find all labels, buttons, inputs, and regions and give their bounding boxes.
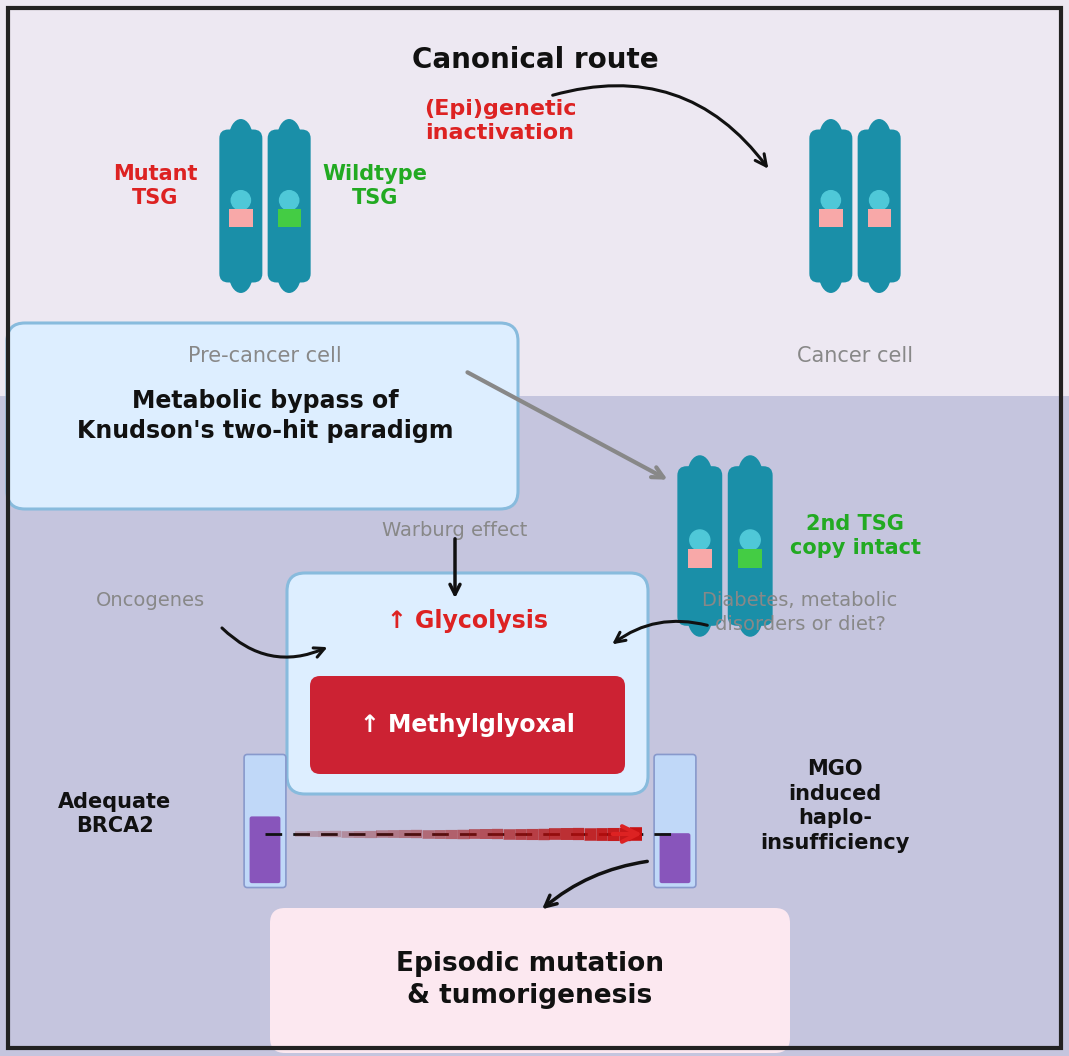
Ellipse shape [738,455,763,495]
Bar [0,0,1069,396]
Text: Oncogenes: Oncogenes [95,591,204,610]
Circle shape [740,530,760,550]
Ellipse shape [867,254,892,293]
Text: ↑ Methylglyoxal: ↑ Methylglyoxal [359,713,574,737]
Text: (Epi)genetic
inactivation: (Epi)genetic inactivation [423,98,576,144]
Ellipse shape [687,597,712,637]
Text: Diabetes, metabolic
disorders or diet?: Diabetes, metabolic disorders or diet? [702,591,898,634]
Text: Canonical route: Canonical route [412,46,659,74]
Ellipse shape [277,119,301,157]
FancyBboxPatch shape [654,754,696,887]
FancyBboxPatch shape [310,676,625,774]
FancyBboxPatch shape [678,466,723,626]
Ellipse shape [277,254,301,293]
FancyBboxPatch shape [7,323,518,509]
Text: Cancer cell: Cancer cell [796,346,913,366]
FancyBboxPatch shape [270,908,790,1053]
Circle shape [869,191,888,210]
Circle shape [821,191,840,210]
Ellipse shape [229,254,253,293]
FancyBboxPatch shape [660,833,691,883]
Text: Mutant
TSG: Mutant TSG [112,165,198,208]
Bar [229,209,252,227]
Bar [687,549,712,568]
Ellipse shape [738,597,763,637]
Bar [738,549,762,568]
FancyBboxPatch shape [809,130,852,282]
Circle shape [690,530,710,550]
Text: 2nd TSG
copy intact: 2nd TSG copy intact [790,513,920,559]
Text: Pre-cancer cell: Pre-cancer cell [188,346,342,366]
Bar [278,209,300,227]
FancyBboxPatch shape [267,130,311,282]
Text: MGO
induced
haplo-
insufficiency: MGO induced haplo- insufficiency [760,759,910,853]
Bar [0,396,1069,1056]
Text: Adequate
BRCA2: Adequate BRCA2 [59,792,172,836]
FancyBboxPatch shape [249,816,280,883]
Text: Wildtype
TSG: Wildtype TSG [323,165,428,208]
Bar [868,209,890,227]
Text: Episodic mutation
& tumorigenesis: Episodic mutation & tumorigenesis [396,951,664,1008]
Bar [819,209,842,227]
Ellipse shape [687,455,712,495]
Circle shape [279,191,298,210]
Ellipse shape [819,254,842,293]
Text: ↑ Glycolysis: ↑ Glycolysis [387,609,547,633]
Ellipse shape [819,119,842,157]
Text: Metabolic bypass of
Knudson's two-hit paradigm: Metabolic bypass of Knudson's two-hit pa… [77,390,453,442]
FancyBboxPatch shape [857,130,901,282]
FancyBboxPatch shape [728,466,773,626]
FancyBboxPatch shape [219,130,262,282]
Ellipse shape [229,119,253,157]
Ellipse shape [867,119,892,157]
Text: Warburg effect: Warburg effect [383,521,528,540]
Circle shape [231,191,250,210]
FancyBboxPatch shape [244,754,285,887]
FancyBboxPatch shape [286,573,648,794]
